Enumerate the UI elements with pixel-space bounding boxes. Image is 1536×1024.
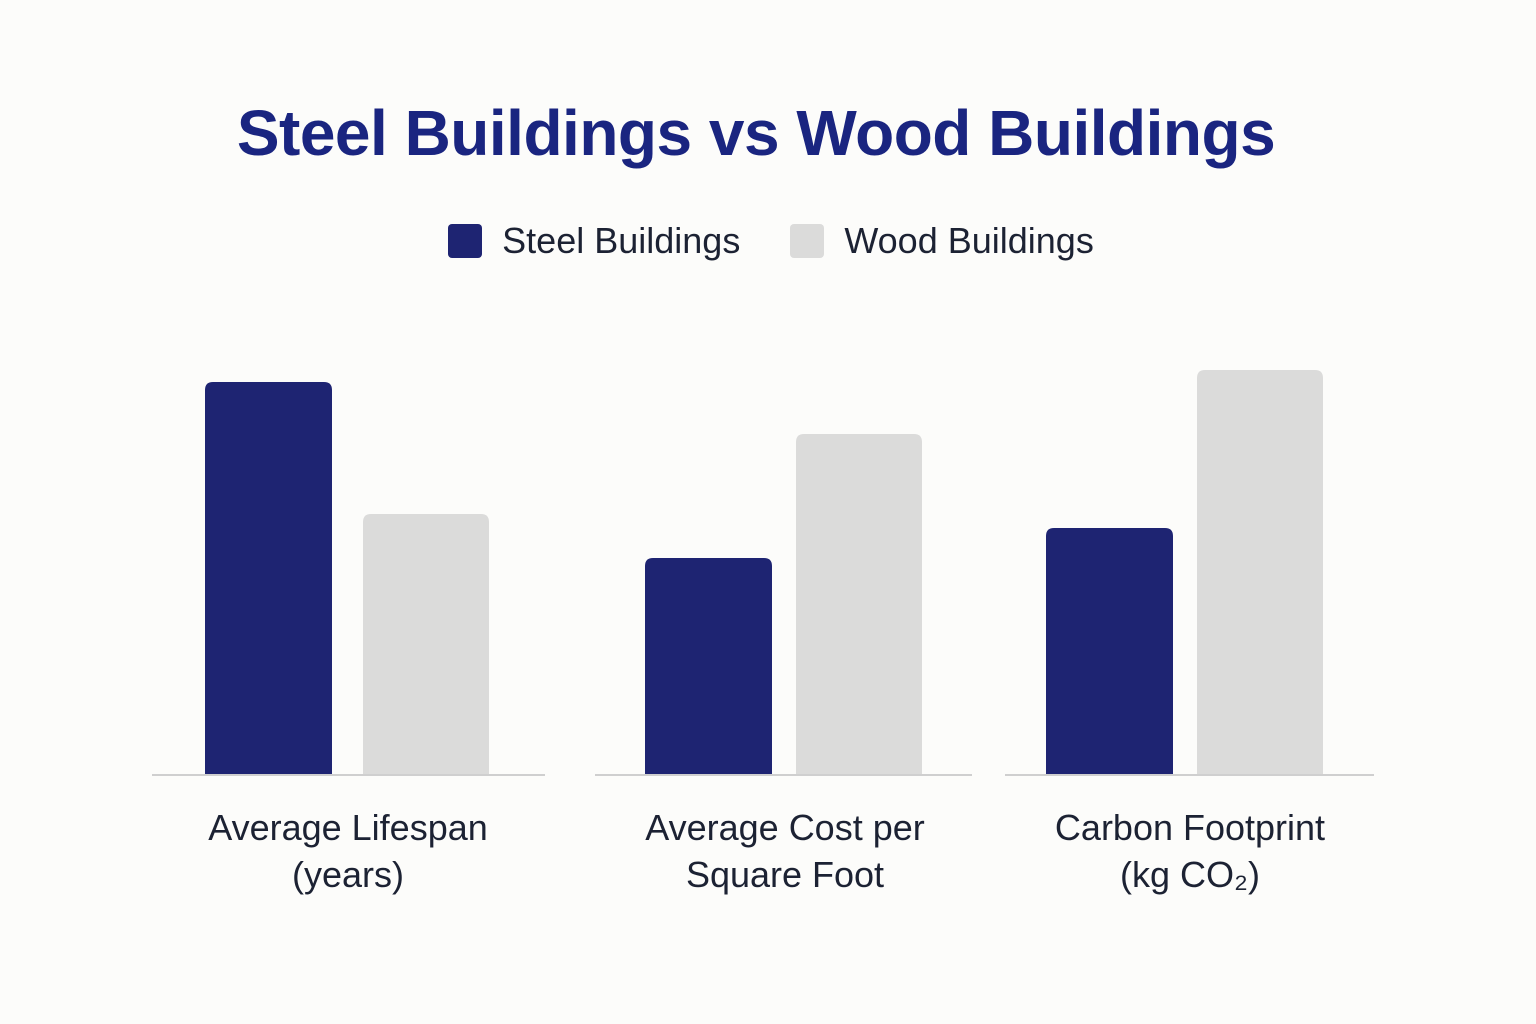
bar-steel-buildings-average-cost-per-square-foot (645, 558, 772, 774)
legend: Steel Buildings Wood Buildings (0, 220, 1536, 262)
legend-item-wood: Wood Buildings (790, 220, 1094, 262)
category-label-average-cost-per-square-foot-line1: Average Cost per (645, 807, 925, 848)
category-label-average-lifespan-years-line1: Average Lifespan (208, 807, 488, 848)
chart-title: Steel Buildings vs Wood Buildings (236, 97, 1276, 169)
bar-steel-buildings-carbon-footprint-kg-co (1046, 528, 1173, 774)
legend-swatch-wood (790, 224, 825, 258)
bar-steel-buildings-average-lifespan-years (205, 382, 332, 774)
category-label-average-cost-per-square-foot-line2: Square Foot (686, 854, 884, 895)
bar-wood-buildings-average-lifespan-years (363, 514, 489, 774)
category-label-average-lifespan-years-line2: (years) (292, 854, 404, 895)
category-label-carbon-footprint-kg-co-line1: Carbon Footprint (1055, 807, 1325, 848)
legend-swatch-steel (448, 224, 483, 258)
legend-label-wood: Wood Buildings (844, 220, 1094, 261)
legend-label-steel: Steel Buildings (502, 220, 741, 261)
legend-item-steel: Steel Buildings (448, 220, 740, 262)
bar-wood-buildings-carbon-footprint-kg-co (1197, 370, 1323, 774)
bar-wood-buildings-average-cost-per-square-foot (796, 434, 922, 774)
category-label-carbon-footprint-kg-co-line2: (kg CO₂) (1120, 854, 1260, 895)
